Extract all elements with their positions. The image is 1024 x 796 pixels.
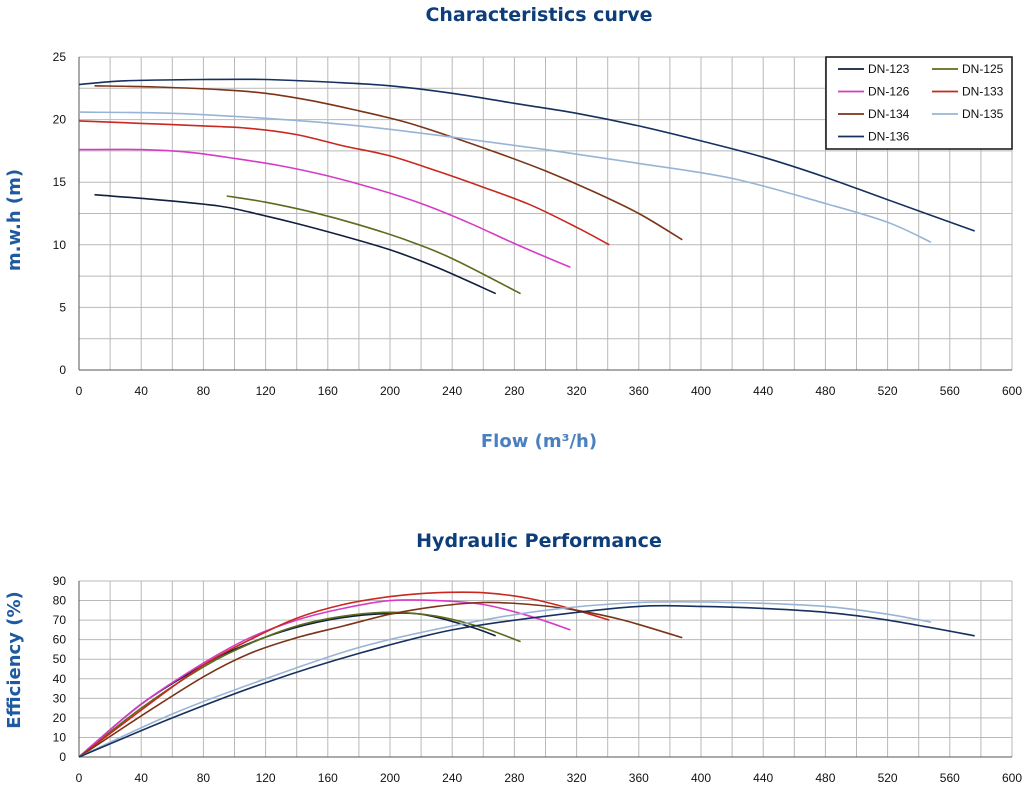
legend-label: DN-126 xyxy=(868,85,910,99)
x-tick-label: 0 xyxy=(76,771,83,785)
x-tick-label: 240 xyxy=(442,771,462,785)
series-line-dn-136 xyxy=(78,78,975,232)
x-tick-label: 0 xyxy=(76,384,83,398)
x-tick-label: 280 xyxy=(504,384,524,398)
x-tick-label: 80 xyxy=(197,771,211,785)
x-tick-label: 120 xyxy=(256,771,276,785)
x-tick-label: 40 xyxy=(135,771,149,785)
legend-label: DN-125 xyxy=(962,62,1004,76)
series-line-dn-126 xyxy=(78,599,571,758)
y-tick-label: 15 xyxy=(53,175,67,189)
x-tick-label: 440 xyxy=(753,771,773,785)
legend-label: DN-123 xyxy=(868,62,910,76)
series-line-dn-133 xyxy=(78,591,610,758)
y-tick-label: 90 xyxy=(53,574,67,588)
y-tick-label: 50 xyxy=(53,652,67,666)
x-tick-label: 80 xyxy=(197,384,211,398)
y-tick-label: 20 xyxy=(53,113,67,127)
y-tick-label: 60 xyxy=(53,633,67,647)
series-line-dn-135 xyxy=(78,600,932,758)
x-tick-label: 400 xyxy=(691,771,711,785)
chart-title: Characteristics curve xyxy=(425,4,652,26)
y-tick-label: 80 xyxy=(53,594,67,608)
legend-label: DN-134 xyxy=(868,107,910,121)
legend-label: DN-136 xyxy=(868,130,910,144)
legend-label: DN-133 xyxy=(962,85,1004,99)
x-tick-label: 280 xyxy=(504,771,524,785)
series-line-dn-134 xyxy=(94,85,683,241)
series-line-dn-123 xyxy=(94,193,497,295)
x-tick-label: 40 xyxy=(135,384,149,398)
characteristics-curve-chart: Characteristics curve m.w.h (m) Flow (m³… xyxy=(4,4,1022,452)
legend: DN-123 DN-125 DN-126 DN-133 DN-134 DN-135 DN-1… xyxy=(825,56,1013,150)
x-tick-label: 400 xyxy=(691,384,711,398)
x-tick-label: 560 xyxy=(940,384,960,398)
x-tick-label: 520 xyxy=(878,384,898,398)
x-tick-label: 200 xyxy=(380,384,400,398)
x-tick-label: 600 xyxy=(1002,384,1022,398)
x-tick-label: 320 xyxy=(567,771,587,785)
tick-labels: 0 40 80 120 160 200 240 280 320 360 400 440 480 520 56… xyxy=(53,50,1023,398)
x-tick-label: 160 xyxy=(318,384,338,398)
y-tick-label: 0 xyxy=(59,363,66,377)
y-tick-label: 0 xyxy=(59,750,66,764)
series-line-dn-125 xyxy=(78,611,521,758)
y-tick-label: 30 xyxy=(53,691,67,705)
x-tick-label: 120 xyxy=(256,384,276,398)
chart-title: Hydraulic Performance xyxy=(416,530,662,552)
x-tick-label: 360 xyxy=(629,771,649,785)
series-line-dn-133 xyxy=(78,120,610,246)
y-tick-label: 10 xyxy=(53,730,67,744)
legend-items: DN-123 DN-125 DN-126 DN-133 DN-134 DN-135 DN-1… xyxy=(838,62,1004,144)
series-line-dn-126 xyxy=(78,148,571,269)
series-lines xyxy=(78,78,975,295)
x-tick-label: 240 xyxy=(442,384,462,398)
x-tick-label: 360 xyxy=(629,384,649,398)
x-tick-label: 320 xyxy=(567,384,587,398)
x-tick-label: 480 xyxy=(815,384,835,398)
x-tick-label: 200 xyxy=(380,771,400,785)
series-line-dn-135 xyxy=(78,111,932,244)
series-line-dn-125 xyxy=(226,195,521,295)
x-tick-label: 600 xyxy=(1002,771,1022,785)
x-tick-label: 560 xyxy=(940,771,960,785)
tick-labels: 0 40 80 120 160 200 240 280 320 360 400 440 480 520 56… xyxy=(53,574,1023,785)
x-tick-label: 160 xyxy=(318,771,338,785)
x-tick-label: 520 xyxy=(878,771,898,785)
legend-box xyxy=(825,56,1013,150)
y-axis-label: Efficiency (%) xyxy=(4,591,25,728)
y-tick-label: 5 xyxy=(59,300,66,314)
y-axis-label: m.w.h (m) xyxy=(4,169,25,271)
hydraulic-performance-chart: Hydraulic Performance Efficiency (%) 0 40… xyxy=(4,530,1022,785)
series-lines xyxy=(78,591,975,758)
x-tick-label: 440 xyxy=(753,384,773,398)
y-tick-label: 70 xyxy=(53,613,67,627)
y-tick-label: 40 xyxy=(53,672,67,686)
x-tick-label: 480 xyxy=(815,771,835,785)
series-line-dn-136 xyxy=(78,604,975,758)
series-line-dn-134 xyxy=(78,601,683,758)
y-tick-label: 25 xyxy=(53,50,67,64)
legend-label: DN-135 xyxy=(962,107,1004,121)
grid xyxy=(78,580,1013,758)
y-tick-label: 10 xyxy=(53,238,67,252)
y-tick-label: 20 xyxy=(53,711,67,725)
x-axis-label: Flow (m³/h) xyxy=(481,431,597,452)
